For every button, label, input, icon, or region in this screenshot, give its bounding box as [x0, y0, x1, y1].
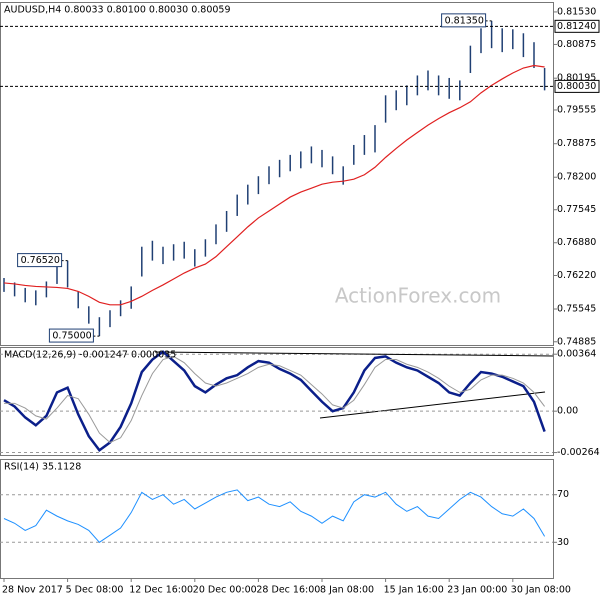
- level-box: [554, 19, 600, 33]
- x-tick-label: 15 Jan 16:00: [384, 585, 444, 596]
- y-tick-label: 0.81530: [557, 6, 596, 17]
- y-tick-label: 30: [557, 537, 569, 548]
- y-tick-label: 0.78200: [557, 172, 596, 183]
- y-tick-label: 0.80875: [557, 39, 596, 50]
- annotation-label: 0.76520: [21, 255, 60, 266]
- level-box: [554, 79, 600, 93]
- x-tick-label: 5 Dec 08:00: [66, 585, 124, 596]
- watermark: ActionForex.com: [335, 284, 501, 308]
- annotation-label: 0.81350: [445, 15, 484, 26]
- y-tick-label: 0.77545: [557, 204, 596, 215]
- annotation-box: [17, 253, 63, 268]
- panel: [0, 459, 554, 579]
- y-tick-label: 0.76880: [557, 237, 596, 248]
- panel-title: RSI(14) 35.1128: [4, 462, 81, 473]
- trend-line: [319, 391, 546, 419]
- y-tick-label: 0.00364: [557, 349, 596, 360]
- x-tick-label: 28 Nov 2017: [2, 585, 63, 596]
- y-tick-label: 0.78875: [557, 138, 596, 149]
- panel-title: MACD(12,26,9) -0.001247 0.000035: [4, 350, 176, 361]
- annotation-box: [48, 328, 94, 343]
- annotation-label: 0.75000: [52, 331, 91, 342]
- moving-average: [3, 64, 545, 306]
- y-tick-label: 0.79555: [557, 104, 596, 115]
- x-tick-label: 28 Dec 16:00: [256, 585, 320, 596]
- y-tick-label: 0.74885: [557, 336, 596, 347]
- x-tick-label: 23 Jan 00:00: [447, 585, 507, 596]
- y-tick-label: -0.002644: [557, 447, 600, 458]
- x-tick-label: 12 Dec 16:00: [129, 585, 193, 596]
- indicator-line: [3, 350, 546, 453]
- indicator-line: [4, 355, 545, 444]
- x-tick-label: 20 Dec 00:00: [193, 585, 257, 596]
- y-tick-label: 70: [557, 489, 569, 500]
- y-tick-label: 0.80195: [557, 73, 596, 84]
- panel: [0, 347, 554, 456]
- level-label: 0.80030: [557, 81, 596, 92]
- x-tick-label: 8 Jan 08:00: [320, 585, 374, 596]
- y-tick-label: 0.75545: [557, 304, 596, 315]
- indicator-line: [3, 489, 546, 543]
- level-label: 0.81240: [557, 21, 596, 32]
- y-tick-label: 0.76220: [557, 270, 596, 281]
- panel-title: AUDUSD,H4 0.80033 0.80100 0.80030 0.8005…: [4, 5, 231, 16]
- x-tick-label: 30 Jan 08:00: [511, 585, 571, 596]
- annotation-box: [441, 13, 487, 28]
- trend-line: [154, 351, 554, 357]
- panel: [0, 2, 554, 346]
- y-tick-label: 0.00: [557, 406, 578, 417]
